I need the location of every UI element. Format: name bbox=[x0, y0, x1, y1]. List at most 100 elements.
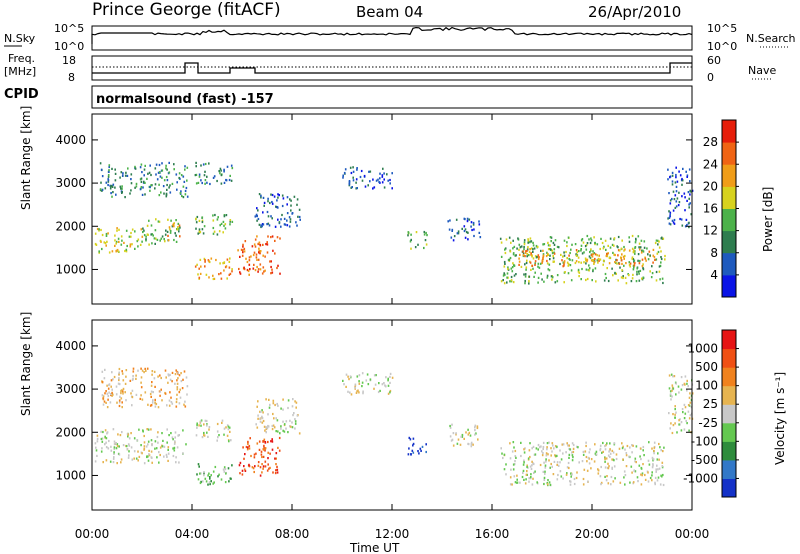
velocity-cell bbox=[120, 392, 122, 395]
power-cell bbox=[563, 251, 565, 254]
velocity-cell bbox=[257, 461, 260, 464]
power-cell bbox=[407, 234, 409, 237]
power-cell bbox=[628, 261, 631, 264]
velocity-cell bbox=[651, 474, 653, 477]
velocity-cell bbox=[651, 447, 653, 450]
velocity-cell bbox=[389, 389, 392, 393]
velocity-cell bbox=[523, 451, 526, 454]
power-cell bbox=[554, 239, 557, 242]
velocity-cell bbox=[118, 367, 121, 371]
velocity-cell bbox=[643, 454, 645, 457]
power-cell bbox=[592, 270, 594, 273]
power-cell bbox=[107, 174, 110, 177]
power-cell bbox=[577, 270, 580, 273]
power-cell bbox=[583, 251, 585, 254]
power-cell bbox=[296, 198, 299, 201]
power-cell bbox=[179, 226, 181, 229]
power-cell bbox=[116, 227, 118, 230]
power-cell bbox=[532, 250, 534, 253]
power-cell bbox=[220, 272, 222, 275]
power-cell bbox=[369, 180, 371, 183]
velocity-cell bbox=[181, 387, 184, 390]
velocity-cell bbox=[264, 441, 266, 444]
power-cell bbox=[94, 232, 97, 235]
velocity-cell bbox=[605, 444, 607, 447]
velocity-cell bbox=[570, 475, 572, 478]
velocity-cell bbox=[130, 392, 132, 395]
velocity-cell bbox=[122, 379, 125, 382]
power-colorbar-segment bbox=[722, 120, 736, 143]
power-cell bbox=[672, 190, 675, 193]
velocity-cell bbox=[241, 469, 244, 472]
velocity-cell bbox=[255, 452, 257, 455]
power-panel-frame bbox=[91, 113, 693, 305]
power-cell bbox=[266, 251, 269, 254]
velocity-cell bbox=[529, 442, 531, 445]
velocity-cell bbox=[112, 428, 115, 431]
power-cell bbox=[199, 231, 202, 234]
power-cell bbox=[352, 170, 355, 173]
power-cell bbox=[258, 241, 261, 244]
power-cell bbox=[524, 251, 527, 254]
velocity-cell bbox=[294, 427, 296, 430]
power-cell bbox=[472, 223, 475, 226]
power-cell bbox=[104, 187, 107, 190]
velocity-cell bbox=[253, 456, 256, 459]
velocity-cell bbox=[120, 397, 123, 400]
velocity-cell bbox=[542, 470, 545, 473]
power-cell bbox=[107, 175, 110, 178]
velocity-cell bbox=[271, 428, 274, 431]
velocity-cell bbox=[602, 450, 604, 453]
power-cell bbox=[245, 257, 247, 260]
velocity-cell bbox=[599, 444, 602, 447]
velocity-cell bbox=[161, 432, 163, 435]
velocity-cell bbox=[653, 441, 656, 444]
power-cell bbox=[586, 260, 588, 263]
velocity-cell bbox=[292, 398, 294, 401]
velocity-colorbar-tick-label: -1000 bbox=[683, 471, 718, 485]
velocity-colorbar-tick-label: 500 bbox=[695, 360, 718, 374]
power-cell bbox=[678, 191, 680, 194]
power-cell bbox=[271, 202, 274, 205]
velocity-cell bbox=[280, 427, 282, 430]
power-cell bbox=[607, 252, 609, 255]
velocity-cell bbox=[684, 375, 687, 378]
power-cell bbox=[377, 178, 379, 181]
power-cell bbox=[270, 236, 272, 239]
power-cell bbox=[652, 254, 655, 257]
velocity-cell bbox=[109, 460, 112, 463]
power-cell bbox=[364, 185, 367, 188]
power-cell bbox=[518, 248, 520, 251]
velocity-cell bbox=[143, 462, 146, 465]
power-cell bbox=[174, 232, 176, 235]
velocity-cell bbox=[549, 483, 552, 486]
power-cell bbox=[212, 176, 215, 179]
noise-sky-trace bbox=[91, 26, 693, 44]
velocity-cell bbox=[545, 452, 548, 455]
velocity-cell bbox=[228, 440, 230, 443]
power-cell bbox=[199, 272, 202, 275]
power-cell bbox=[139, 166, 142, 169]
velocity-cell bbox=[519, 481, 521, 484]
velocity-cell bbox=[659, 446, 661, 449]
power-cell bbox=[220, 277, 223, 280]
power-cell bbox=[125, 248, 128, 251]
velocity-cell bbox=[470, 445, 473, 448]
velocity-cell bbox=[150, 384, 153, 387]
velocity-cell bbox=[244, 469, 247, 472]
velocity-cell bbox=[589, 448, 591, 451]
power-cell bbox=[262, 223, 265, 226]
power-cell bbox=[296, 203, 298, 206]
power-cell bbox=[542, 243, 544, 246]
power-cell bbox=[527, 239, 530, 242]
velocity-cell bbox=[604, 460, 606, 463]
velocity-cell bbox=[526, 465, 528, 469]
velocity-cell bbox=[132, 375, 134, 378]
power-cell bbox=[596, 259, 599, 262]
velocity-cell bbox=[238, 464, 241, 467]
power-cell bbox=[563, 239, 566, 242]
velocity-cell bbox=[513, 475, 516, 478]
power-cell bbox=[585, 248, 588, 251]
power-cell bbox=[553, 248, 556, 251]
